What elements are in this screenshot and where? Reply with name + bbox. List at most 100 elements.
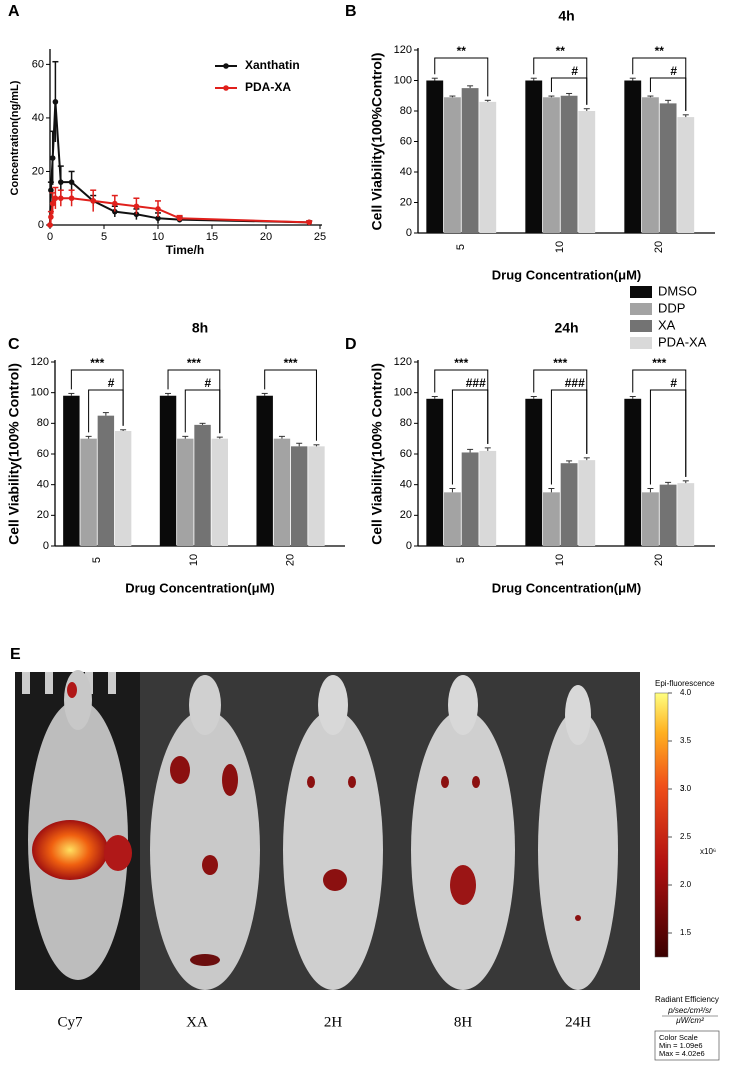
- y-tick-label: 40: [400, 479, 412, 491]
- y-tick-label: 100: [394, 387, 412, 399]
- colorbar: [654, 692, 669, 958]
- image-label: Cy7: [57, 1014, 83, 1030]
- bar: [290, 446, 308, 546]
- significance-bracket: [550, 389, 588, 485]
- y-tick-label: 0: [406, 227, 412, 239]
- x-tick-label: 20: [653, 554, 665, 566]
- x-tick-label: 25: [314, 231, 326, 243]
- point: [68, 195, 75, 202]
- significance-bracket: [434, 57, 489, 97]
- bar: [256, 395, 273, 546]
- significance-label: ***: [187, 356, 201, 370]
- panel-letter: A: [8, 3, 20, 20]
- point: [48, 187, 54, 193]
- x-tick-label: 20: [260, 231, 272, 243]
- point: [155, 206, 161, 212]
- panel-letter: B: [345, 3, 357, 20]
- legend-label: DMSO: [658, 283, 697, 298]
- image-label: 2H: [324, 1014, 343, 1030]
- y-tick-label: 40: [400, 166, 412, 178]
- panel-letter: E: [10, 646, 21, 663]
- legend-label: Xanthatin: [245, 58, 300, 72]
- point: [49, 200, 56, 207]
- significance-label: ***: [454, 356, 468, 370]
- bar: [273, 438, 291, 546]
- image-label: 8H: [454, 1014, 473, 1030]
- bar: [444, 492, 461, 546]
- y-tick-label: 60: [400, 135, 412, 147]
- y-tick-label: 0: [38, 219, 44, 231]
- bar: [97, 415, 115, 546]
- chart-title: 24h: [554, 320, 578, 336]
- unit-title: Radiant Efficiency: [655, 995, 719, 1004]
- bar: [444, 97, 461, 234]
- bar: [63, 395, 80, 546]
- significance-label: ###: [466, 376, 486, 390]
- bar: [543, 97, 560, 234]
- y-tick-label: 120: [394, 356, 412, 368]
- significance-label: ***: [652, 356, 666, 370]
- point: [133, 203, 140, 210]
- y-tick-label: 40: [32, 112, 44, 124]
- x-tick-label: 5: [455, 244, 467, 250]
- bar: [461, 452, 479, 546]
- y-tick-label: 20: [32, 165, 44, 177]
- point: [306, 219, 313, 226]
- x-tick-label: 5: [455, 557, 467, 563]
- bar: [560, 463, 578, 546]
- colorbar-tick-label: 1.5: [680, 928, 692, 937]
- bar: [461, 88, 479, 233]
- x-tick-label: 5: [91, 557, 103, 563]
- significance-bracket: [451, 389, 489, 485]
- y-tick-label: 120: [394, 44, 412, 56]
- legend-marker: [223, 85, 229, 91]
- significance-label: #: [670, 64, 677, 78]
- bar: [194, 424, 211, 546]
- x-tick-label: 0: [47, 231, 53, 243]
- y-tick-label: 0: [43, 540, 49, 552]
- point: [155, 215, 161, 222]
- point: [112, 200, 118, 207]
- bar: [560, 95, 578, 233]
- colorbar-tick-label: 2.5: [680, 832, 692, 841]
- imaging-strip: [15, 670, 640, 990]
- significance-bracket: [184, 389, 221, 434]
- scale-box-text: Color Scale: [659, 1033, 698, 1042]
- colorbar-tick-label: 2.0: [680, 880, 692, 889]
- significance-label: ###: [565, 376, 585, 390]
- bar: [211, 438, 229, 546]
- x-axis-label: Drug Concentration(μM): [492, 267, 642, 282]
- significance-bracket: [649, 389, 687, 485]
- panel-letter: C: [8, 336, 20, 353]
- scale-box-text: Max = 4.02e6: [659, 1049, 705, 1058]
- y-tick-label: 100: [31, 387, 49, 399]
- unit-denominator: μW/cm²: [675, 1016, 704, 1025]
- significance-label: ***: [553, 356, 567, 370]
- significance-label: **: [556, 44, 566, 58]
- bar: [525, 398, 543, 546]
- significance-label: #: [670, 376, 677, 390]
- significance-label: #: [204, 376, 211, 390]
- legend-marker: [223, 63, 229, 69]
- x-tick-label: 5: [101, 231, 107, 243]
- significance-label: **: [655, 44, 665, 58]
- point: [58, 195, 64, 202]
- bar: [624, 80, 642, 233]
- significance-label: ***: [284, 356, 298, 370]
- y-tick-label: 60: [37, 448, 49, 460]
- y-tick-label: 100: [394, 74, 412, 86]
- bar: [479, 450, 497, 546]
- point: [48, 214, 54, 220]
- y-tick-label: 80: [400, 417, 412, 429]
- colorbar-tick-label: 3.0: [680, 784, 692, 793]
- legend-swatch: [630, 320, 652, 332]
- significance-bracket: [649, 77, 687, 111]
- point: [176, 215, 183, 222]
- legend-label: PDA-XA: [658, 334, 707, 349]
- bar: [308, 446, 325, 546]
- scale-box: [654, 1030, 720, 1061]
- point: [68, 179, 75, 185]
- y-tick-label: 20: [37, 509, 49, 521]
- legend-swatch: [630, 337, 652, 349]
